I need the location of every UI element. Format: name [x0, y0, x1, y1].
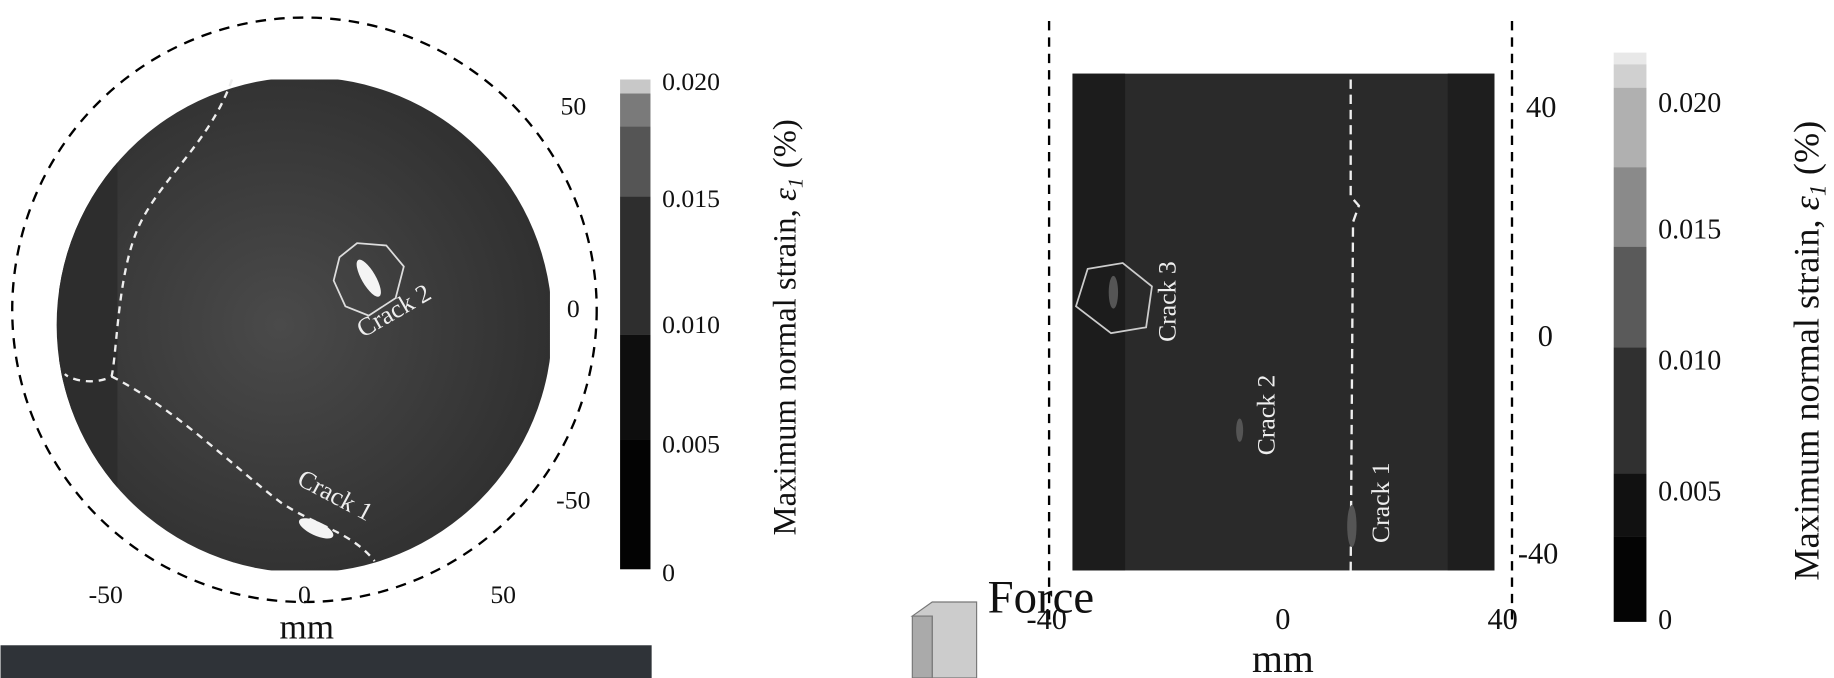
colorbar-title: Maximum normal strain, ε1 (%)	[767, 119, 807, 535]
crack-mark	[356, 259, 381, 297]
x-tick-label: -40	[1027, 602, 1068, 636]
x-tick-label: 50	[490, 580, 516, 609]
colorbar-tick-label: 0.005	[1658, 476, 1721, 507]
colorbar-tick-label: 0.015	[1658, 214, 1721, 245]
y-tick-label: -50	[556, 485, 590, 514]
force-label: Force	[988, 572, 1094, 624]
specimen-outline	[11, 16, 598, 604]
crack-mark	[1236, 418, 1244, 442]
title-text: Maximum normal strain,	[767, 201, 803, 535]
x-tick-label: 40	[1487, 602, 1517, 636]
title-subscript: 1	[783, 178, 807, 189]
crack-label: Crack 1	[1366, 462, 1395, 543]
colorbar-tick-label: 0.010	[1658, 345, 1721, 376]
colorbar-tick-label: 0	[662, 558, 675, 587]
crack-label: Crack 2	[1252, 375, 1281, 456]
y-tick-label: 40	[1526, 90, 1556, 124]
x-axis-label: mm	[1252, 637, 1314, 678]
title-unit: (%)	[767, 119, 803, 168]
colorbar-tick-label: 0.020	[1658, 88, 1721, 119]
title-unit: (%)	[1786, 121, 1826, 175]
y-tick-label: -40	[1518, 536, 1559, 570]
title-symbol: ε	[1786, 195, 1826, 210]
force-diagram: Force	[910, 572, 1094, 678]
right-panel: Crack 3 Crack 2 Crack 1 40 0 -40 -40 0 4…	[1027, 21, 1559, 678]
x-tick-label: 0	[1275, 602, 1290, 636]
strain-map	[1072, 73, 1495, 571]
crack-label: Crack 3	[1152, 261, 1181, 342]
strain-map	[56, 77, 550, 573]
colorbar-tick-label: 0.020	[662, 67, 720, 96]
title-symbol: ε	[767, 188, 803, 201]
colorbar-tick-label: 0	[1658, 605, 1672, 636]
boundary-line	[1349, 79, 1361, 571]
image-strip	[0, 645, 652, 678]
colorbar-title: Maximum normal strain, ε1 (%)	[1786, 121, 1831, 581]
colorbar-tick-label: 0.010	[662, 310, 720, 339]
title-text: Maximum normal strain,	[1786, 210, 1826, 580]
x-tick-label: 0	[298, 580, 311, 609]
y-tick-label: 0	[567, 294, 580, 323]
x-tick-label: -50	[89, 580, 123, 609]
left-panel: Crack 2 Crack 1 50 0 -50 -50 0 50 mm	[11, 16, 598, 646]
colorbar-tick-label: 0.015	[662, 184, 720, 213]
crack-mark	[1347, 504, 1357, 548]
colorbar-tick-label: 0.005	[662, 429, 720, 458]
boundary-line	[111, 375, 376, 562]
right-colorbar: 0.020 0.015 0.010 0.005 0 Maximum normal…	[1613, 52, 1831, 636]
crack-mark	[298, 518, 334, 539]
left-colorbar: 0.020 0.015 0.010 0.005 0 Maximum normal…	[620, 67, 807, 587]
crack-outline	[332, 242, 405, 317]
x-axis-label: mm	[280, 607, 335, 646]
crack-outline	[1074, 262, 1153, 335]
y-tick-label: 50	[560, 92, 586, 121]
y-tick-label: 0	[1538, 319, 1553, 353]
title-subscript: 1	[1805, 184, 1831, 196]
crack-mark	[1108, 275, 1119, 309]
